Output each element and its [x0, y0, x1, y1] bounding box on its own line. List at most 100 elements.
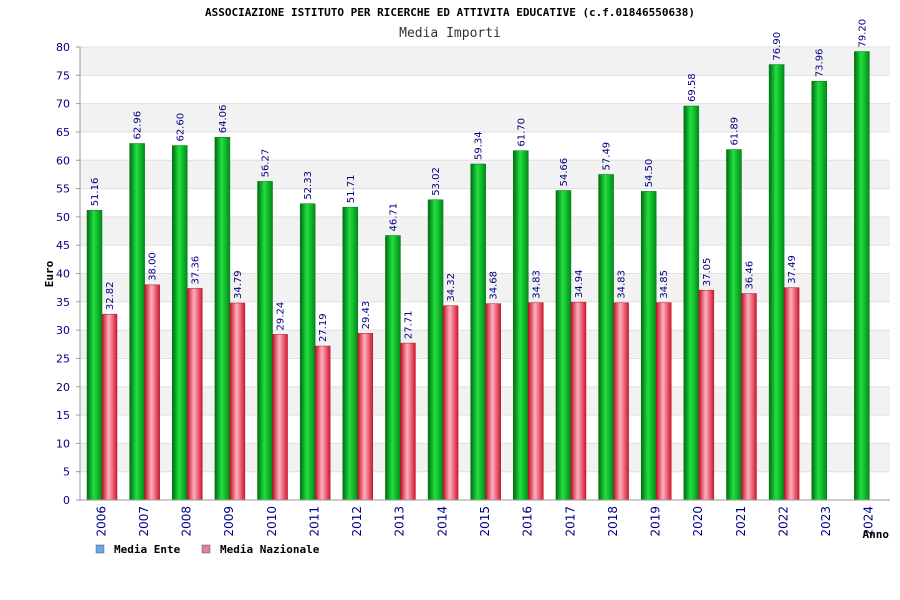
data-label: 51.16 — [90, 178, 101, 207]
bar-media-ente — [257, 181, 273, 501]
bar-media-nazionale — [229, 302, 246, 501]
bar-media-ente — [470, 163, 486, 501]
y-tick-label: 70 — [56, 98, 70, 111]
x-tick-label: 2024 — [862, 506, 876, 537]
bar-media-ente — [172, 145, 188, 501]
y-tick-label: 15 — [56, 409, 70, 422]
x-tick-label: 2018 — [606, 506, 620, 537]
y-tick-label: 50 — [56, 211, 70, 224]
data-label: 61.70 — [516, 118, 527, 147]
chart-title: ASSOCIAZIONE ISTITUTO PER RICERCHE ED AT… — [205, 6, 695, 19]
data-label: 59.34 — [474, 131, 485, 160]
data-label: 29.43 — [361, 301, 372, 330]
x-tick-label: 2009 — [222, 506, 236, 537]
bar-media-ente — [811, 80, 827, 501]
data-label: 64.06 — [218, 105, 229, 134]
legend-label-media-nazionale: Media Nazionale — [220, 543, 320, 556]
x-tick-label: 2015 — [478, 506, 492, 537]
bar-media-ente — [683, 105, 700, 501]
x-axis-ticks: 2006 2007 2008 2009 2010 2011 2012 2013 2014 2015… — [94, 506, 875, 537]
y-tick-label: 40 — [56, 268, 70, 281]
data-label: 37.05 — [702, 258, 713, 287]
x-tick-label: 2008 — [180, 506, 194, 537]
data-label: 34.94 — [574, 270, 585, 299]
y-axis-ticks: 0 5 10 15 20 25 30 35 40 45 50 55 60 65 70 75 80 — [56, 41, 80, 507]
data-label: 38.00 — [148, 252, 159, 281]
data-label: 27.71 — [403, 310, 414, 339]
bar-media-nazionale — [570, 301, 587, 501]
x-tick-label: 2023 — [819, 506, 833, 537]
x-tick-label: 2020 — [691, 506, 705, 537]
bar-media-ente — [427, 199, 444, 501]
data-label: 52.33 — [303, 171, 314, 200]
data-label: 37.49 — [787, 255, 798, 284]
y-tick-label: 60 — [56, 154, 70, 167]
data-label: 34.83 — [617, 270, 628, 299]
x-tick-label: 2022 — [776, 506, 790, 537]
bar-media-nazionale — [698, 289, 715, 501]
bar-media-nazionale — [272, 334, 288, 501]
data-label: 73.96 — [815, 49, 826, 78]
y-tick-label: 20 — [56, 381, 70, 394]
y-tick-label: 45 — [56, 239, 70, 252]
y-tick-label: 80 — [56, 41, 70, 54]
bar-media-nazionale — [400, 342, 416, 501]
data-label: 34.83 — [531, 270, 542, 299]
bar-media-ente — [555, 190, 572, 501]
data-label: 36.46 — [744, 261, 755, 290]
data-label: 34.85 — [659, 270, 670, 299]
bar-media-ente — [299, 203, 316, 501]
data-label: 76.90 — [772, 32, 783, 61]
bar-media-nazionale — [783, 287, 800, 501]
x-tick-label: 2012 — [350, 506, 364, 537]
x-tick-label: 2006 — [94, 506, 108, 537]
y-tick-label: 5 — [63, 466, 70, 479]
bar-media-nazionale — [101, 313, 118, 501]
data-label: 34.68 — [489, 271, 500, 300]
bar-media-ente — [726, 149, 742, 501]
x-tick-label: 2021 — [734, 506, 748, 537]
legend-label-media-ente: Media Ente — [114, 543, 181, 556]
grid-band — [80, 103, 890, 132]
data-label: 32.82 — [105, 282, 116, 311]
bar-media-nazionale — [144, 284, 160, 501]
x-tick-label: 2019 — [649, 506, 663, 537]
bar-media-ente — [854, 51, 870, 501]
y-tick-label: 75 — [56, 69, 70, 82]
bar-media-ente — [86, 210, 103, 501]
y-tick-label: 25 — [56, 352, 70, 365]
y-tick-label: 55 — [56, 183, 70, 196]
value-labels: 51.16 32.82 62.96 38.00 62.60 37.36 64.06 34.79… — [90, 19, 868, 342]
bar-media-ente — [640, 191, 657, 501]
x-axis-label: Anno — [863, 528, 890, 541]
data-label: 53.02 — [431, 167, 442, 196]
bar-media-ente — [129, 143, 145, 501]
bar-media-nazionale — [314, 345, 331, 501]
data-label: 62.96 — [133, 111, 144, 140]
bar-media-nazionale — [187, 288, 203, 501]
data-label: 79.20 — [857, 19, 868, 48]
y-tick-label: 35 — [56, 296, 70, 309]
x-tick-label: 2014 — [435, 506, 449, 537]
bar-media-nazionale — [357, 333, 374, 501]
x-tick-label: 2013 — [393, 506, 407, 537]
legend-swatch-media-ente — [95, 544, 105, 554]
bar-media-nazionale — [741, 293, 757, 501]
bar-media-ente — [385, 235, 401, 501]
data-label: 54.50 — [644, 159, 655, 188]
data-label: 69.58 — [687, 73, 698, 102]
data-label: 61.89 — [729, 117, 740, 146]
x-tick-label: 2011 — [307, 506, 321, 537]
bar-media-ente — [768, 64, 785, 501]
legend-swatch-media-nazionale — [201, 544, 211, 554]
data-label: 27.19 — [318, 313, 329, 342]
bar-media-nazionale — [613, 302, 629, 501]
x-tick-label: 2007 — [137, 506, 151, 537]
bar-media-nazionale — [655, 302, 672, 501]
bars — [86, 51, 870, 501]
bar-media-nazionale — [528, 302, 544, 501]
data-label: 34.79 — [233, 270, 244, 299]
x-tick-label: 2017 — [563, 506, 577, 537]
chart-subtitle: Media Importi — [399, 26, 501, 41]
